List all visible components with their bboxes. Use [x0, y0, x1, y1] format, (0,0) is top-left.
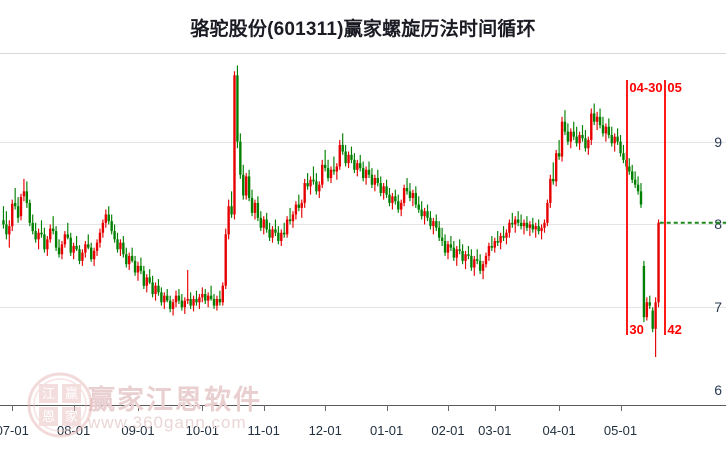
- x-axis-tick: [325, 405, 327, 411]
- x-axis-label: 10-01: [185, 423, 219, 438]
- gann-cycle-count-label: 42: [667, 322, 682, 337]
- x-axis-tick: [12, 405, 14, 411]
- x-axis-tick: [494, 405, 496, 411]
- gridline-8: [0, 224, 726, 226]
- gann-cycle-date-label: 05: [667, 80, 682, 95]
- page-title: 骆驼股份(601311)赢家螺旋历法时间循环: [190, 19, 536, 40]
- x-axis-tick: [202, 405, 204, 411]
- x-axis-line: [0, 405, 726, 406]
- x-axis-label: 07-01: [0, 423, 29, 438]
- gann-cycle-count-label: 30: [629, 322, 644, 337]
- candlestick-plot[interactable]: [0, 53, 726, 405]
- y-axis-label: 9: [714, 133, 722, 150]
- y-axis-label: 7: [714, 299, 722, 316]
- x-axis-label: 02-01: [431, 423, 465, 438]
- x-axis-tick: [559, 405, 561, 411]
- x-axis-label: 05-01: [603, 423, 638, 438]
- x-axis-label: 01-01: [369, 423, 404, 438]
- y-axis-label: 6: [714, 382, 722, 399]
- x-axis-label: 04-01: [542, 423, 576, 438]
- svg-text:家: 家: [65, 409, 78, 424]
- x-axis-label: 11-01: [247, 423, 280, 438]
- gann-cycle-line[interactable]: [626, 80, 629, 335]
- x-axis-label: 08-01: [56, 423, 91, 438]
- gann-cycle-line[interactable]: [664, 80, 667, 335]
- x-axis-tick: [263, 405, 265, 411]
- x-axis-label: 03-01: [478, 423, 512, 438]
- x-axis-label: 09-01: [121, 423, 155, 438]
- x-axis-tick: [448, 405, 449, 411]
- gridline-9: [0, 141, 726, 143]
- x-axis-tick: [138, 405, 139, 411]
- y-axis-label: 8: [714, 216, 722, 233]
- x-axis-label: 12-01: [308, 423, 342, 438]
- gann-cycle-date-label: 04-30: [629, 80, 663, 95]
- x-axis-tick: [386, 405, 388, 411]
- watermark-url: www.360gann.com: [88, 413, 247, 432]
- svg-text:恩: 恩: [42, 409, 55, 424]
- x-axis-tick: [620, 405, 622, 411]
- x-axis-tick: [73, 405, 75, 411]
- gridline-7: [0, 307, 726, 309]
- top-border: [0, 53, 726, 54]
